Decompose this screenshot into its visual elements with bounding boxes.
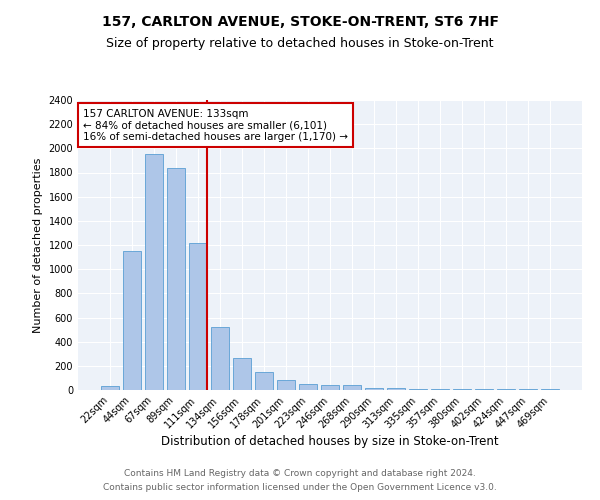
Bar [167,168,185,390]
Text: Contains HM Land Registry data © Crown copyright and database right 2024.: Contains HM Land Registry data © Crown c… [124,468,476,477]
Text: Size of property relative to detached houses in Stoke-on-Trent: Size of property relative to detached ho… [106,38,494,51]
Bar [189,242,206,390]
Bar [409,389,427,390]
Y-axis label: Number of detached properties: Number of detached properties [33,158,43,332]
Bar [123,251,140,390]
Bar [321,384,339,390]
Bar [145,154,163,390]
Bar [365,388,383,390]
Text: 157, CARLTON AVENUE, STOKE-ON-TRENT, ST6 7HF: 157, CARLTON AVENUE, STOKE-ON-TRENT, ST6… [101,15,499,29]
Bar [101,386,119,390]
Bar [233,358,251,390]
Text: 157 CARLTON AVENUE: 133sqm
← 84% of detached houses are smaller (6,101)
16% of s: 157 CARLTON AVENUE: 133sqm ← 84% of deta… [83,108,348,142]
Bar [343,385,361,390]
Bar [277,380,295,390]
Text: Contains public sector information licensed under the Open Government Licence v3: Contains public sector information licen… [103,484,497,492]
Bar [255,372,273,390]
X-axis label: Distribution of detached houses by size in Stoke-on-Trent: Distribution of detached houses by size … [161,436,499,448]
Bar [387,388,405,390]
Bar [299,384,317,390]
Bar [211,327,229,390]
